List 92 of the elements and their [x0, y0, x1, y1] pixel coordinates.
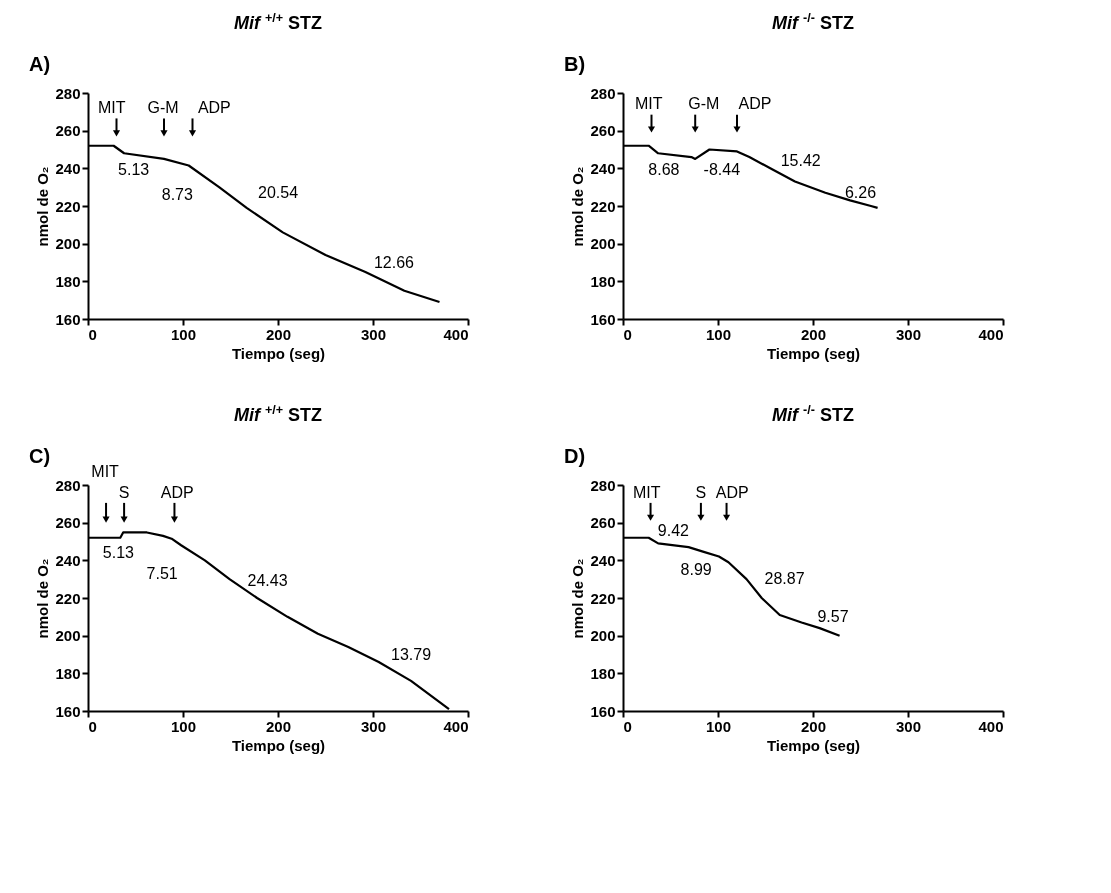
- y-tick-label: 200: [590, 627, 616, 645]
- text: B): [564, 52, 586, 75]
- x-tick-label: 300: [895, 717, 922, 735]
- x-tick-label: 400: [443, 325, 469, 343]
- y-axis-title: nmol de O₂: [569, 166, 587, 247]
- x-tick-label: 200: [265, 325, 292, 343]
- annotation: ADP: [160, 483, 194, 501]
- x-axis-title: Tiempo (seg): [766, 344, 861, 362]
- x-tick-label: 300: [360, 325, 387, 343]
- annotation: ADP: [197, 99, 231, 117]
- x-tick-label: 100: [705, 325, 732, 343]
- y-tick-label: 160: [55, 310, 81, 328]
- x-tick-label: 200: [800, 717, 827, 735]
- y-tick-label: 260: [55, 514, 81, 532]
- annotation: 5.13: [102, 543, 135, 561]
- y-tick-label: 160: [590, 310, 616, 328]
- chart-title: Mif $^{+/+}$ STZ: [233, 402, 323, 425]
- y-axis-title: nmol de O₂: [34, 558, 52, 639]
- y-tick-label: 200: [55, 235, 81, 253]
- y-tick-label: 220: [590, 589, 616, 607]
- x-tick-label: 0: [623, 717, 632, 735]
- x-tick-label: 200: [265, 717, 292, 735]
- y-tick-label: 280: [55, 84, 81, 102]
- text: MIT: [91, 462, 120, 480]
- y-tick-label: 240: [590, 159, 616, 177]
- annotation: MIT: [632, 483, 661, 501]
- annotation: 20.54: [257, 183, 299, 201]
- x-tick-label: 400: [978, 325, 1004, 343]
- y-tick-label: 260: [55, 122, 81, 140]
- annotation: MIT: [634, 95, 663, 113]
- y-tick-label: 180: [55, 664, 81, 682]
- y-tick-label: 240: [55, 159, 81, 177]
- annotation: 6.26: [844, 183, 877, 201]
- x-tick-label: 0: [88, 717, 97, 735]
- annotation: 8.73: [161, 185, 193, 203]
- y-tick-label: 160: [55, 702, 81, 720]
- y-tick-label: 260: [590, 514, 616, 532]
- text: D): [564, 444, 586, 467]
- y-tick-label: 240: [55, 551, 81, 569]
- x-axis-title: Tiempo (seg): [766, 736, 861, 754]
- annotation: 12.66: [373, 253, 415, 271]
- y-tick-label: 280: [55, 476, 81, 494]
- annotation: 13.79: [390, 645, 432, 663]
- y-tick-label: 280: [590, 476, 616, 494]
- x-tick-label: 100: [705, 717, 732, 735]
- x-tick-label: 100: [170, 717, 197, 735]
- x-tick-label: 300: [895, 325, 922, 343]
- x-axis-title: Tiempo (seg): [231, 344, 326, 362]
- chart-title: Mif $^{-/-}$ STZ: [772, 402, 854, 425]
- annotation: ADP: [715, 483, 749, 501]
- y-tick-label: 220: [55, 197, 81, 215]
- y-tick-label: 180: [55, 272, 81, 290]
- y-tick-label: 200: [55, 627, 81, 645]
- y-tick-label: 240: [590, 551, 616, 569]
- x-tick-label: 0: [623, 325, 632, 343]
- x-tick-label: 300: [360, 717, 387, 735]
- annotation: 5.13: [118, 161, 150, 179]
- y-tick-label: 260: [590, 122, 616, 140]
- x-tick-label: 400: [978, 717, 1004, 735]
- annotation: 15.42: [780, 151, 821, 169]
- y-tick-label: 280: [590, 84, 616, 102]
- y-tick-label: 220: [55, 589, 81, 607]
- x-tick-label: 0: [88, 325, 97, 343]
- annotation: G-M: [688, 95, 720, 113]
- x-axis-title: Tiempo (seg): [231, 736, 326, 754]
- annotation: S: [118, 483, 130, 501]
- y-tick-label: 180: [590, 272, 616, 290]
- y-tick-label: 200: [590, 235, 616, 253]
- annotation: ADP: [738, 95, 772, 113]
- y-tick-label: 180: [590, 664, 616, 682]
- x-tick-label: 100: [170, 325, 197, 343]
- annotation: 7.51: [146, 564, 178, 582]
- annotation: 24.43: [247, 572, 288, 590]
- y-tick-label: 220: [590, 197, 616, 215]
- x-tick-label: 400: [443, 717, 469, 735]
- annotation: MIT: [97, 99, 126, 117]
- annotation: -8.44: [703, 161, 741, 179]
- text: A): [29, 52, 51, 75]
- annotation: 8.68: [648, 161, 680, 179]
- chart-title: Mif $^{+/+}$ STZ: [233, 10, 323, 33]
- y-axis-title: nmol de O₂: [34, 166, 52, 247]
- annotation: S: [695, 483, 707, 501]
- y-tick-label: 160: [590, 702, 616, 720]
- y-axis-title: nmol de O₂: [569, 558, 587, 639]
- x-tick-label: 200: [800, 325, 827, 343]
- annotation: G-M: [147, 99, 179, 117]
- annotation: 9.57: [817, 607, 849, 625]
- annotation: 8.99: [680, 560, 712, 578]
- annotation: 28.87: [764, 570, 805, 588]
- text: C): [29, 444, 51, 467]
- annotation: 9.42: [657, 522, 690, 540]
- chart-title: Mif $^{-/-}$ STZ: [772, 10, 854, 33]
